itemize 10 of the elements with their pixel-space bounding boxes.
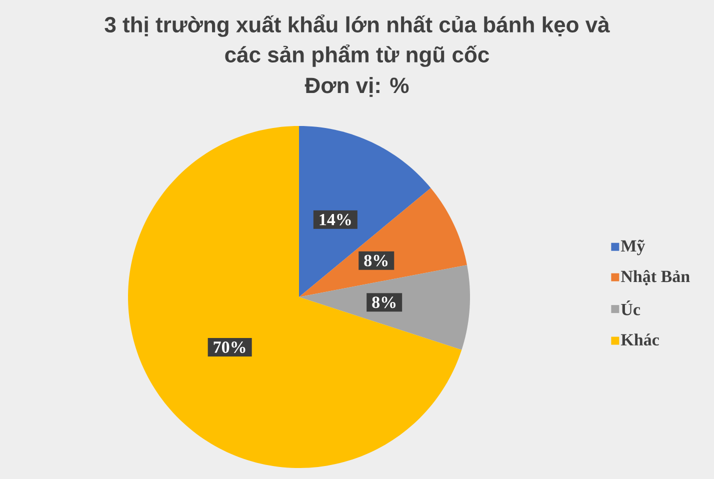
data-label: 8% — [372, 296, 396, 308]
data-label: 70% — [214, 341, 246, 354]
chart-title: 3 thị trường xuất khẩu lớn nhất của bánh kẹo và các sản phẩm từ ngũ cốc — [104, 14, 610, 67]
data-label: 8% — [364, 254, 388, 266]
legend-label: Úc — [621, 300, 640, 316]
data-label: 14% — [320, 214, 351, 226]
legend-label: Mỹ — [620, 240, 646, 256]
chart-subtitle: Đơn vị: % — [304, 77, 409, 97]
legend-label: Nhật Bản — [621, 270, 690, 286]
legend-label: Khác — [620, 334, 659, 346]
